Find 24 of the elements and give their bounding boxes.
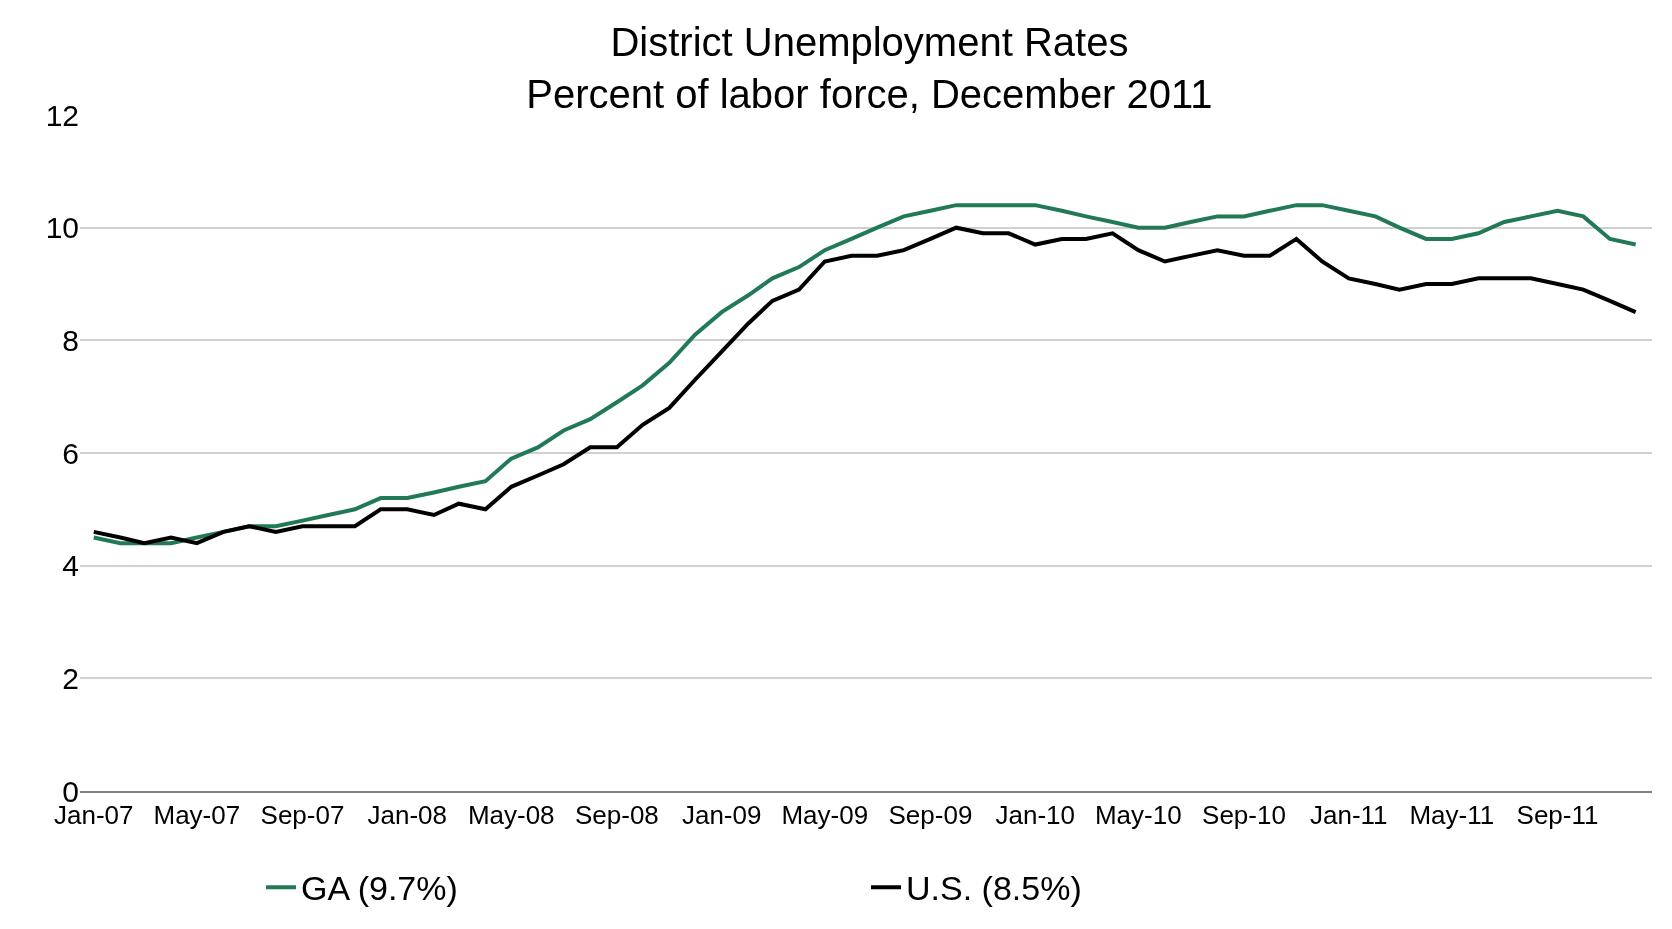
y-tick-label: 6 xyxy=(62,436,79,470)
x-tick-label: Jan-10 xyxy=(995,800,1075,831)
x-tick-label: Sep-08 xyxy=(574,800,659,831)
y-tick-label: 12 xyxy=(45,98,79,132)
y-tick-label: 10 xyxy=(45,211,79,245)
chart-subtitle: Percent of labor force, December 2011 xyxy=(526,71,1213,116)
x-tick-label: Sep-09 xyxy=(888,800,973,831)
x-tick-label: Jan-08 xyxy=(367,800,448,831)
x-tick-label: May-08 xyxy=(467,800,555,831)
x-tick-label: Sep-07 xyxy=(260,800,345,831)
legend-label: U.S. (8.5%) xyxy=(906,869,1082,908)
x-tick-label: May-11 xyxy=(1409,800,1495,831)
x-tick-label: Sep-11 xyxy=(1516,800,1599,831)
y-tick-label: 4 xyxy=(62,549,79,583)
x-tick-label: May-07 xyxy=(153,800,241,831)
x-tick-label: Jan-09 xyxy=(681,800,762,831)
x-tick-label: Jan-11 xyxy=(1309,800,1388,831)
x-tick-label: May-10 xyxy=(1094,800,1182,831)
y-tick-label: 2 xyxy=(62,661,79,695)
legend-label: GA (9.7%) xyxy=(301,869,458,908)
x-tick-label: May-09 xyxy=(781,800,869,831)
y-tick-label: 8 xyxy=(62,323,79,357)
x-tick-label: Sep-10 xyxy=(1202,800,1286,831)
chart-title: District Unemployment Rates xyxy=(610,19,1129,64)
